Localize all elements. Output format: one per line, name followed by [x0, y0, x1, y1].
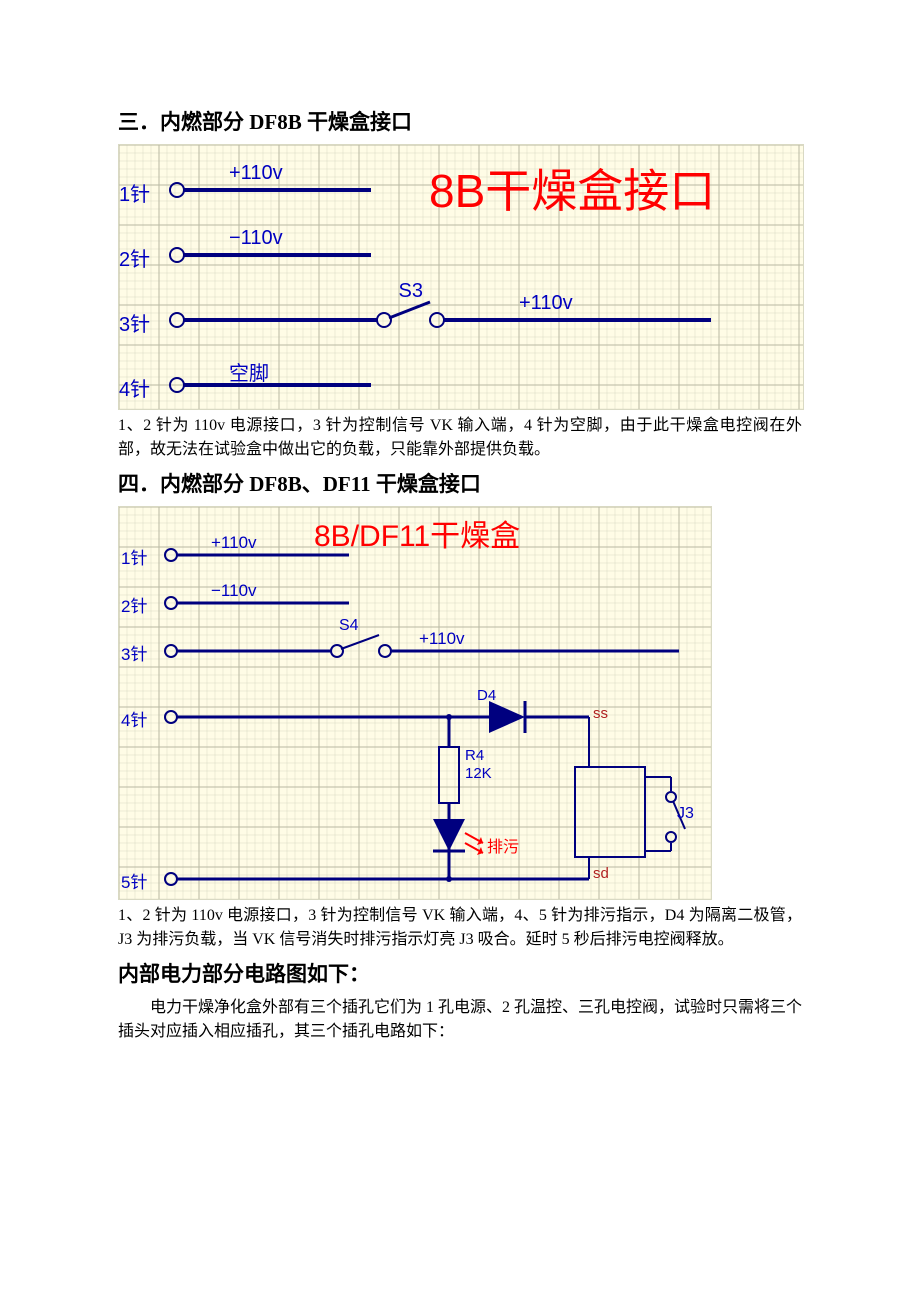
diagram-label: sd [593, 865, 609, 882]
diagram-label: −110v [211, 581, 257, 601]
diagram-label: +110v [419, 629, 465, 649]
diagram-label: +110v [519, 292, 573, 315]
diagram-label: 1针 [119, 178, 150, 207]
diagram-8b-df11: 8B/DF11干燥盒 1针 +110v 2针 −110v 3针 S4 +110v 4针 D4 ss… [118, 506, 712, 900]
diagram-label: 3针 [121, 640, 147, 665]
section4-body: 1、2 针为 110v 电源接口，3 针为控制信号 VK 输入端，4、5 针为排… [118, 904, 802, 952]
diagram-label: 4针 [119, 373, 150, 402]
diagram-label: R4 [465, 747, 484, 764]
section3-body: 1、2 针为 110v 电源接口，3 针为控制信号 VK 输入端，4 针为空脚，… [118, 414, 802, 462]
diagram-label: D4 [477, 687, 496, 704]
diagram-label: +110v [211, 533, 257, 553]
diagram-label: 5针 [121, 868, 147, 893]
diagram-8b-df11-title: 8B/DF11干燥盒 [314, 511, 520, 555]
diagram-label: 2针 [119, 243, 150, 272]
diagram-8b: 8B干燥盒接口 1针 +110v 2针 −110v 3针 S3 +110v 4针 空脚 [118, 144, 804, 410]
diagram-label: 1针 [121, 544, 147, 569]
section4-heading: 四．内燃部分 DF8B、DF11 干燥盒接口 [118, 468, 802, 498]
diagram-label: −110v [229, 227, 283, 250]
diagram-label: ss [593, 705, 608, 722]
diagram-label: 3针 [119, 308, 150, 337]
section3-heading: 三．内燃部分 DF8B 干燥盒接口 [118, 106, 802, 136]
diagram-label: 4针 [121, 706, 147, 731]
diagram-8b-title: 8B干燥盒接口 [429, 155, 715, 221]
diagram-label: 排污 [487, 833, 519, 857]
section5-heading: 内部电力部分电路图如下： [118, 958, 802, 988]
diagram-label: 空脚 [229, 357, 269, 386]
diagram-label: +110v [229, 162, 283, 185]
diagram-label: 2针 [121, 592, 147, 617]
diagram-label: 12K [465, 765, 492, 782]
diagram-label: S4 [339, 617, 359, 635]
section5-body: 电力干燥净化盒外部有三个插孔它们为 1 孔电源、2 孔温控、三孔电控阀，试验时只… [118, 996, 802, 1044]
diagram-label: S3 [399, 280, 423, 303]
diagram-label: J3 [677, 805, 694, 823]
